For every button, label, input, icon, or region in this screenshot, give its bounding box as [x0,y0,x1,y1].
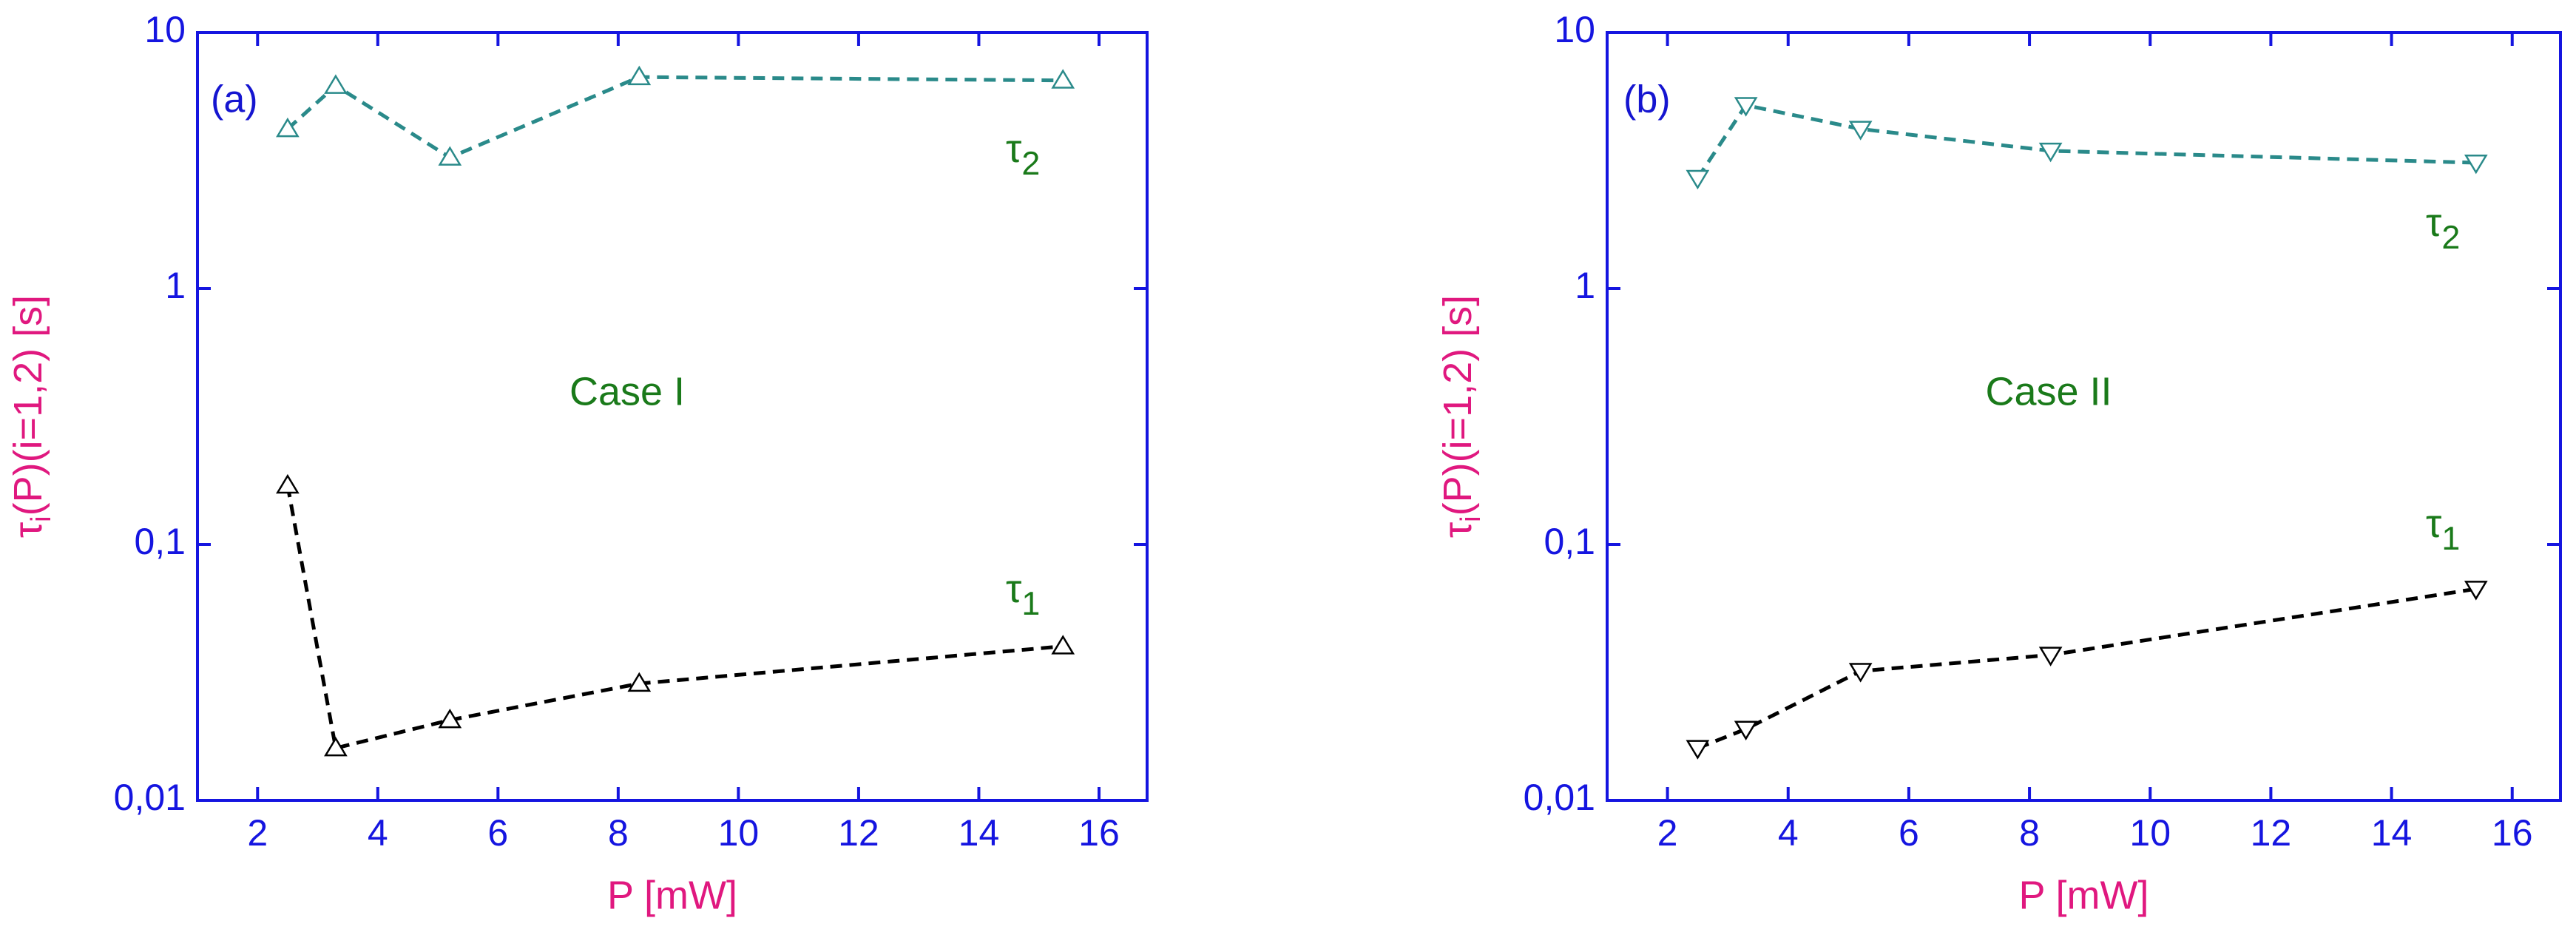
y-tick-label: 0,1 [134,521,186,562]
y-tick-label: 1 [165,265,186,306]
x-tick-label: 2 [1657,812,1678,854]
series-label: τ1 [1006,567,1040,622]
chart-panel: 2 4 6 8 10 12 14 16 0,01 0,1 1 10 P [mW] τi(P)(i=1,2)… [1436,9,2562,917]
y-tick-label: 0,01 [114,777,186,818]
data-point [1848,121,1873,141]
x-axis-label: P [mW] [2018,873,2149,917]
y-tick-label: 0,1 [1544,521,1595,562]
annotation: Case I [569,369,685,414]
series-line [1696,103,2476,180]
data-point [1848,663,1873,683]
x-tick-label: 16 [1078,812,1120,854]
y-tick-label: 10 [144,9,186,50]
data-point [2038,647,2063,666]
annotation: (a) [211,78,258,121]
data-point [324,736,348,757]
series-label: τ2 [1006,126,1040,182]
annotation: (b) [1623,78,1671,121]
annotation: Case II [1985,369,2112,414]
x-tick-label: 12 [838,812,879,854]
data-point [1051,635,1075,655]
x-tick-label: 12 [2251,812,2292,854]
chart-panel: 2 4 6 8 10 12 14 16 0,01 0,1 1 10 P [mW] τi(P)(i=1,2)… [6,9,1149,917]
data-point [438,146,462,166]
x-tick-label: 8 [608,812,629,854]
data-point [324,74,348,94]
series-line [286,75,1064,160]
data-point [627,672,652,692]
x-tick-label: 2 [247,812,268,854]
x-tick-label: 14 [2371,812,2413,854]
data-point [438,708,462,729]
y-tick-label: 10 [1554,9,1595,50]
data-point [276,117,300,138]
series-line [285,485,1064,751]
data-point [2038,142,2063,163]
data-point [2464,581,2488,601]
series-line [1697,587,2477,750]
x-tick-label: 16 [2492,812,2533,854]
x-tick-label: 6 [487,812,508,854]
series-label: τ1 [2426,502,2460,557]
x-tick-label: 14 [959,812,1000,854]
data-point [1686,169,1710,190]
data-point [627,65,652,86]
x-tick-label: 6 [1899,812,1919,854]
data-point [1734,97,1758,117]
x-tick-label: 10 [718,812,760,854]
x-tick-label: 4 [1778,812,1799,854]
y-axis-label: τi(P)(i=1,2) [s] [6,295,57,538]
x-tick-label: 10 [2129,812,2171,854]
plot-frame [196,31,1149,802]
plot-frame [1606,31,2562,802]
series-label: τ2 [2426,200,2460,256]
data-point [1734,720,1758,740]
data-point [1686,740,1710,760]
data-point [276,473,300,494]
y-axis-label: τi(P)(i=1,2) [s] [1436,295,1487,538]
y-tick-label: 1 [1575,265,1595,306]
x-axis-label: P [mW] [607,873,737,917]
x-tick-label: 4 [368,812,388,854]
x-tick-label: 8 [2019,812,2040,854]
data-point [1051,69,1075,89]
y-tick-label: 0,01 [1524,777,1595,818]
data-point [2464,154,2488,175]
